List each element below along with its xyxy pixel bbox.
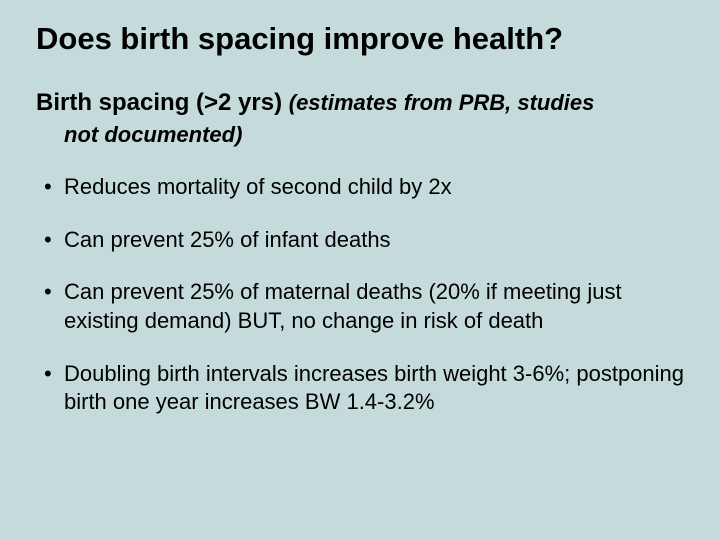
list-item: Can prevent 25% of maternal deaths (20% … bbox=[36, 278, 690, 335]
subtitle-italic-2: not documented) bbox=[64, 120, 690, 150]
list-item: Can prevent 25% of infant deaths bbox=[36, 226, 690, 255]
subtitle-italic-1: (estimates from PRB, studies bbox=[289, 90, 595, 115]
subtitle-main: Birth spacing (>2 yrs) bbox=[36, 89, 289, 116]
bullet-list: Reduces mortality of second child by 2x … bbox=[36, 173, 690, 417]
list-item: Doubling birth intervals increases birth… bbox=[36, 360, 690, 417]
slide-subtitle: Birth spacing (>2 yrs) (estimates from P… bbox=[36, 87, 690, 149]
list-item: Reduces mortality of second child by 2x bbox=[36, 173, 690, 202]
slide-title: Does birth spacing improve health? bbox=[36, 20, 690, 57]
